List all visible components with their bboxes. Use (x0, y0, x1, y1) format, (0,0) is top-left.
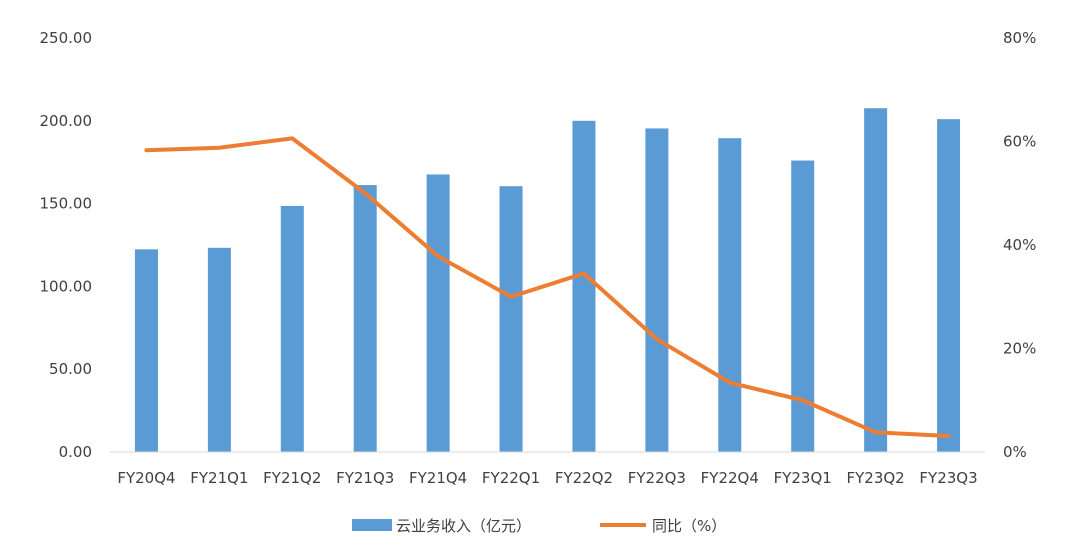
bar-FY21Q1 (207, 247, 231, 452)
right-tick-label: 0% (1003, 443, 1027, 461)
x-tick-label: FY21Q3 (336, 469, 394, 487)
bar-FY21Q3 (353, 185, 377, 453)
right-tick-label: 60% (1003, 133, 1036, 151)
right-tick-label: 20% (1003, 340, 1036, 358)
left-axis-ticks: 0.00 50.00 100.00 150.00 200.00 250.00 (40, 29, 93, 461)
bars-layer (134, 108, 961, 453)
bar-FY22Q3 (645, 128, 669, 453)
bar-FY23Q1 (791, 160, 815, 453)
left-tick-label: 250.00 (40, 29, 93, 47)
x-tick-label: FY21Q2 (263, 469, 321, 487)
left-tick-label: 150.00 (40, 195, 93, 213)
legend: 云业务收入（亿元） 同比（%） (352, 517, 726, 535)
x-tick-label: FY23Q2 (847, 469, 905, 487)
x-tick-label: FY20Q4 (117, 469, 175, 487)
x-tick-label: FY23Q1 (774, 469, 832, 487)
left-tick-label: 50.00 (49, 360, 92, 378)
bar-FY22Q2 (572, 120, 596, 453)
x-tick-label: FY21Q1 (190, 469, 248, 487)
x-tick-label: FY22Q4 (701, 469, 759, 487)
right-tick-label: 40% (1003, 236, 1036, 254)
line-layer (144, 136, 951, 438)
x-tick-label: FY22Q3 (628, 469, 686, 487)
bar-FY21Q4 (426, 174, 450, 452)
right-axis-ticks: 0% 20% 40% 60% 80% (1003, 29, 1036, 461)
legend-line-label: 同比（%） (652, 517, 726, 535)
left-tick-label: 0.00 (59, 443, 92, 461)
bar-FY20Q4 (134, 249, 158, 452)
legend-bar-swatch (352, 519, 392, 531)
left-tick-label: 100.00 (40, 277, 93, 295)
bar-FY21Q2 (280, 205, 304, 452)
x-axis-ticks: FY20Q4 FY21Q1 FY21Q2 FY21Q3 FY21Q4 FY22Q1 FY22… (117, 469, 977, 487)
bar-FY22Q4 (718, 138, 742, 452)
legend-bar-label: 云业务收入（亿元） (396, 517, 531, 535)
x-tick-label: FY22Q1 (482, 469, 540, 487)
bar-FY22Q1 (499, 186, 523, 452)
right-tick-label: 80% (1003, 29, 1036, 47)
x-tick-label: FY21Q4 (409, 469, 467, 487)
x-tick-label: FY23Q3 (919, 469, 977, 487)
bar-FY23Q2 (864, 108, 888, 453)
left-tick-label: 200.00 (40, 112, 93, 130)
bar-FY23Q3 (937, 119, 961, 452)
x-tick-label: FY22Q2 (555, 469, 613, 487)
yoy-line (144, 136, 951, 438)
